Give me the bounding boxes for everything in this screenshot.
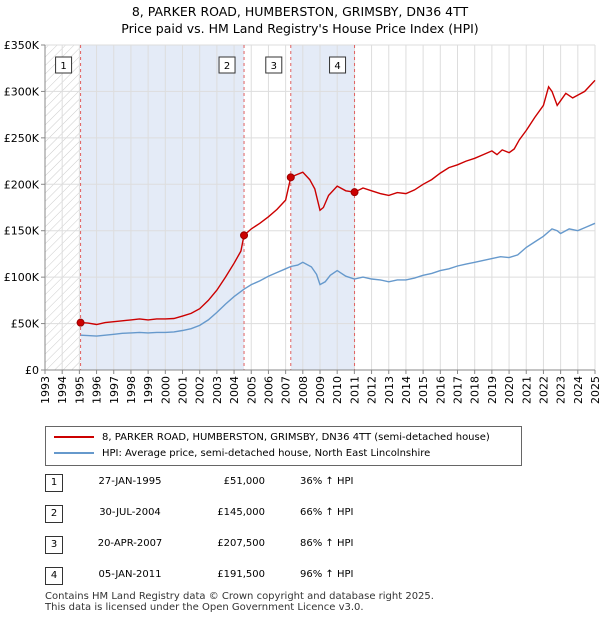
x-tick-label: 2003 [211, 376, 224, 404]
x-tick-label: 2007 [280, 376, 293, 404]
sale-date: 05-JAN-2011 [98, 569, 162, 580]
x-tick-label: 1997 [108, 376, 121, 404]
y-tick-label: £300K [4, 85, 40, 98]
sale-row: 3 20-APR-2007 £207,500 86% ↑ HPI [45, 536, 445, 556]
property-price-line [80, 79, 596, 326]
sale-price: £145,000 [217, 507, 265, 518]
footer-copyright: Contains HM Land Registry data © Crown c… [45, 591, 434, 602]
sale-hpi-change: 66% ↑ HPI [300, 507, 354, 518]
sale-date: 30-JUL-2004 [99, 507, 161, 518]
sale-point [286, 173, 295, 182]
y-tick-label: £350K [4, 39, 40, 52]
y-tick-label: £100K [4, 271, 40, 284]
sale-marker-box [265, 56, 283, 74]
x-tick-label: 2000 [159, 376, 172, 404]
legend-item-property: 8, PARKER ROAD, HUMBERSTON, GRIMSBY, DN3… [54, 431, 490, 445]
x-tick-label: 2009 [314, 376, 327, 404]
sale-marker-label: 3 [271, 61, 277, 72]
x-tick-label: 2021 [520, 376, 533, 404]
sale-marker-box [218, 56, 236, 74]
x-tick-label: 1995 [73, 376, 86, 404]
x-tick-label: 1993 [39, 376, 52, 404]
x-tick-label: 2011 [348, 376, 361, 404]
pre-data-hatch [45, 45, 81, 370]
sale-date: 27-JAN-1995 [98, 476, 162, 487]
sale-number-badge: 1 [45, 474, 63, 492]
x-tick-label: 2023 [555, 376, 568, 404]
legend-label-hpi: HPI: Average price, semi-detached house,… [102, 448, 431, 459]
x-tick-label: 2001 [177, 376, 190, 404]
sale-point [240, 231, 249, 240]
x-tick-label: 2005 [245, 376, 258, 404]
y-tick-label: £150K [4, 225, 40, 238]
x-tick-label: 2025 [589, 376, 600, 404]
x-tick-label: 2019 [486, 376, 499, 404]
x-tick-label: 2002 [194, 376, 207, 404]
sale-hpi-change: 36% ↑ HPI [300, 476, 354, 487]
sale-row: 4 05-JAN-2011 £191,500 96% ↑ HPI [45, 567, 445, 587]
x-tick-label: 2010 [331, 376, 344, 404]
x-tick-label: 2016 [434, 376, 447, 404]
y-tick-label: £250K [4, 132, 40, 145]
ownership-shade [80, 45, 245, 370]
sale-marker-box [55, 56, 73, 74]
sale-number-badge: 3 [45, 536, 63, 554]
sale-row: 2 30-JUL-2004 £145,000 66% ↑ HPI [45, 505, 445, 525]
legend-item-hpi: HPI: Average price, semi-detached house,… [54, 447, 430, 461]
price-chart: 1 2 3 4 £0 £50K £100K £150K £200K £250K £300K £350K… [4, 39, 600, 404]
y-tick-label: £200K [4, 178, 40, 191]
sale-price: £207,500 [217, 538, 265, 549]
x-tick-label: 2020 [503, 376, 516, 404]
footer-notice: Contains HM Land Registry data © Crown c… [45, 591, 434, 613]
sale-marker-box [329, 56, 347, 74]
sale-marker-label: 1 [60, 61, 66, 72]
x-tick-label: 1998 [125, 376, 138, 404]
x-tick-label: 2017 [452, 376, 465, 404]
x-tick-label: 2006 [262, 376, 275, 404]
sale-marker-label: 2 [224, 61, 230, 72]
legend-swatch-hpi [54, 452, 94, 454]
sale-point [76, 318, 85, 327]
sale-hpi-change: 86% ↑ HPI [300, 538, 354, 549]
y-tick-label: £50K [11, 318, 40, 331]
sale-point [350, 188, 359, 197]
x-tick-label: 2015 [417, 376, 430, 404]
chart-title-line1: 8, PARKER ROAD, HUMBERSTON, GRIMSBY, DN3… [131, 4, 469, 19]
sale-price: £51,000 [223, 476, 265, 487]
chart-legend: 8, PARKER ROAD, HUMBERSTON, GRIMSBY, DN3… [45, 426, 522, 466]
x-tick-label: 2014 [400, 376, 413, 404]
x-tick-label: 1999 [142, 376, 155, 404]
x-tick-label: 2022 [537, 376, 550, 404]
sale-number-badge: 4 [45, 567, 63, 585]
x-tick-label: 2004 [228, 376, 241, 404]
chart-title-line2: Price paid vs. HM Land Registry's House … [121, 21, 479, 36]
x-tick-label: 2013 [383, 376, 396, 404]
hpi-line [80, 222, 596, 337]
sale-row: 1 27-JAN-1995 £51,000 36% ↑ HPI [45, 474, 445, 494]
footer-licence: This data is licensed under the Open Gov… [45, 602, 364, 613]
sale-price: £191,500 [217, 569, 265, 580]
legend-label-property: 8, PARKER ROAD, HUMBERSTON, GRIMSBY, DN3… [102, 432, 490, 443]
x-tick-label: 2024 [572, 376, 585, 404]
sale-marker-label: 4 [334, 61, 340, 72]
legend-swatch-property [54, 436, 94, 438]
x-tick-label: 2012 [366, 376, 379, 404]
x-tick-label: 1996 [91, 376, 104, 404]
sale-number-badge: 2 [45, 505, 63, 523]
x-tick-label: 2008 [297, 376, 310, 404]
sale-hpi-change: 96% ↑ HPI [300, 569, 354, 580]
y-tick-label: £0 [25, 364, 39, 377]
sale-date: 20-APR-2007 [97, 538, 163, 549]
x-tick-label: 1994 [56, 376, 69, 404]
x-tick-label: 2018 [469, 376, 482, 404]
